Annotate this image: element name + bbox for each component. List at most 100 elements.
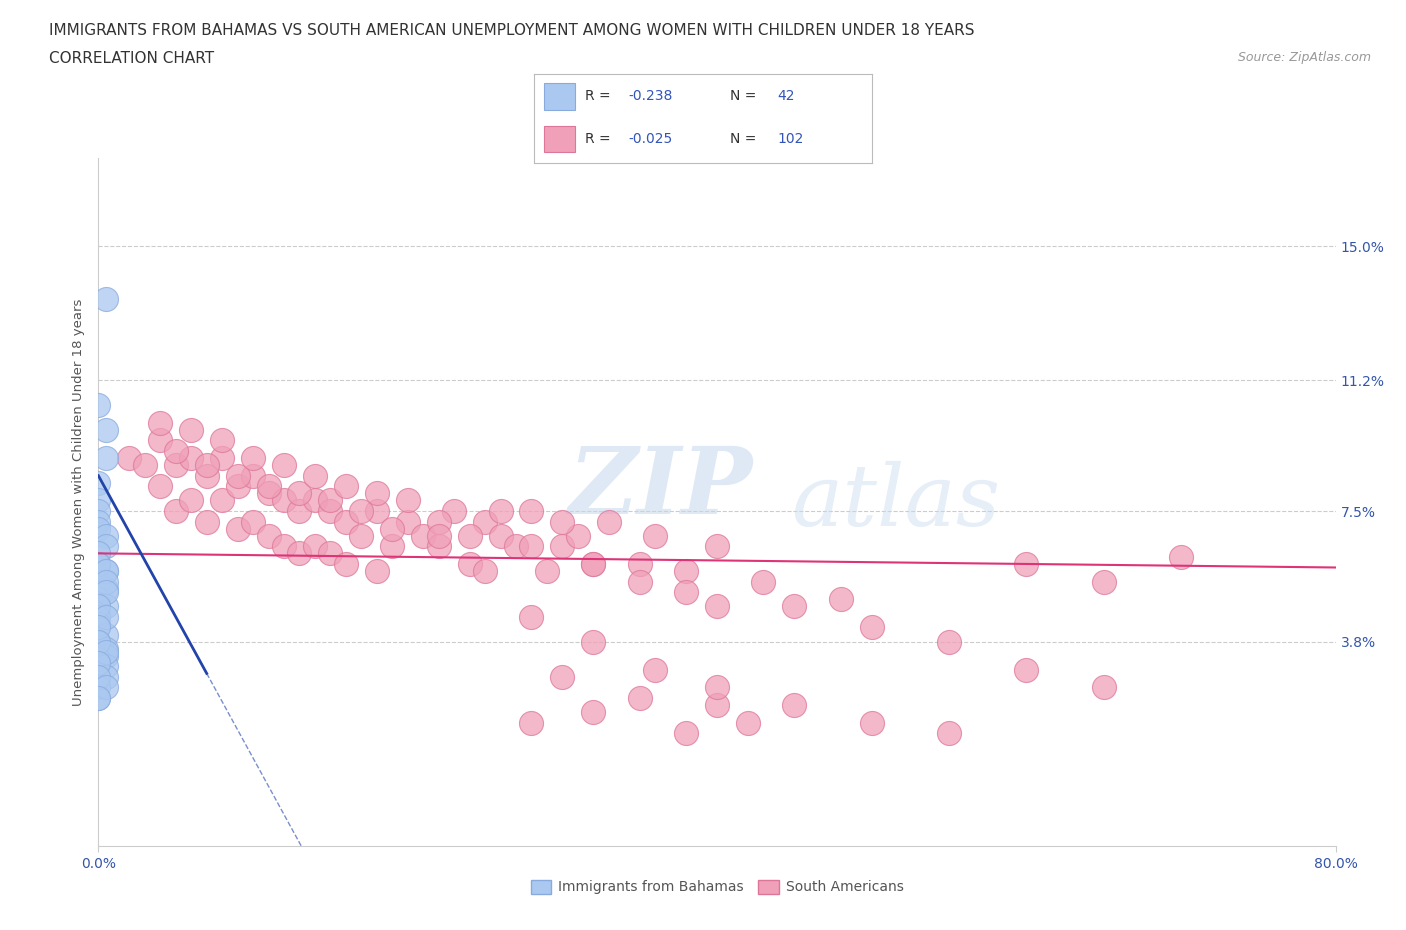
Point	[1092, 680, 1115, 695]
Point	[96, 538, 118, 553]
Point	[195, 458, 218, 472]
Point	[381, 521, 404, 536]
Point	[242, 469, 264, 484]
Point	[458, 528, 481, 543]
Point	[134, 458, 156, 472]
Point	[87, 503, 110, 518]
Point	[96, 680, 118, 695]
Text: IMMIGRANTS FROM BAHAMAS VS SOUTH AMERICAN UNEMPLOYMENT AMONG WOMEN WITH CHILDREN: IMMIGRANTS FROM BAHAMAS VS SOUTH AMERICA…	[49, 23, 974, 38]
Point	[226, 479, 249, 494]
Point	[396, 514, 419, 529]
Point	[211, 451, 233, 466]
Legend: Immigrants from Bahamas, South Americans: Immigrants from Bahamas, South Americans	[523, 872, 911, 901]
Point	[87, 556, 110, 571]
Point	[520, 609, 543, 624]
Point	[180, 422, 202, 437]
Point	[628, 691, 651, 706]
Point	[335, 479, 357, 494]
Text: CORRELATION CHART: CORRELATION CHART	[49, 51, 214, 66]
Point	[675, 564, 697, 578]
Point	[149, 479, 172, 494]
Point	[551, 670, 574, 684]
Point	[288, 503, 311, 518]
Point	[96, 574, 118, 589]
Point	[520, 503, 543, 518]
Point	[211, 433, 233, 448]
Point	[96, 422, 118, 437]
Point	[582, 556, 605, 571]
Point	[87, 691, 110, 706]
Point	[87, 398, 110, 413]
Point	[96, 670, 118, 684]
FancyBboxPatch shape	[544, 126, 575, 153]
Point	[96, 627, 118, 642]
Text: -0.025: -0.025	[628, 132, 673, 146]
Point	[737, 715, 759, 730]
Point	[706, 599, 728, 614]
Point	[87, 475, 110, 490]
Point	[567, 528, 589, 543]
Point	[582, 634, 605, 649]
Point	[427, 538, 450, 553]
Point	[87, 599, 110, 614]
Point	[427, 514, 450, 529]
Point	[96, 564, 118, 578]
Point	[257, 528, 280, 543]
Point	[87, 620, 110, 635]
Point	[87, 556, 110, 571]
Point	[458, 556, 481, 571]
Point	[304, 469, 326, 484]
Point	[96, 528, 118, 543]
Point	[165, 458, 187, 472]
Text: -0.238: -0.238	[628, 89, 673, 103]
Point	[783, 599, 806, 614]
Point	[938, 634, 960, 649]
Point	[96, 609, 118, 624]
Point	[87, 656, 110, 671]
Point	[335, 556, 357, 571]
Point	[242, 514, 264, 529]
Point	[87, 652, 110, 667]
Point	[396, 493, 419, 508]
Point	[149, 433, 172, 448]
Point	[860, 715, 883, 730]
Point	[335, 514, 357, 529]
Text: 102: 102	[778, 132, 804, 146]
Point	[87, 670, 110, 684]
Point	[165, 444, 187, 458]
Point	[1015, 556, 1038, 571]
Point	[96, 292, 118, 307]
Point	[96, 599, 118, 614]
Point	[350, 528, 373, 543]
Point	[87, 617, 110, 631]
Text: ZIP: ZIP	[568, 444, 752, 534]
Point	[706, 680, 728, 695]
Point	[675, 585, 697, 600]
Point	[350, 503, 373, 518]
Point	[288, 486, 311, 501]
Point	[783, 698, 806, 712]
Point	[628, 574, 651, 589]
Point	[489, 528, 512, 543]
Point	[96, 644, 118, 659]
Point	[489, 503, 512, 518]
Point	[96, 585, 118, 600]
Point	[443, 503, 465, 518]
Y-axis label: Unemployment Among Women with Children Under 18 years: Unemployment Among Women with Children U…	[72, 299, 86, 706]
Text: 42: 42	[778, 89, 794, 103]
Point	[319, 493, 342, 508]
Point	[1170, 550, 1192, 565]
Point	[87, 691, 110, 706]
Point	[366, 503, 388, 518]
Point	[474, 514, 496, 529]
Text: R =: R =	[585, 89, 614, 103]
Text: N =: N =	[730, 132, 761, 146]
Point	[427, 528, 450, 543]
Point	[598, 514, 620, 529]
Point	[96, 564, 118, 578]
Point	[675, 726, 697, 741]
Point	[87, 634, 110, 649]
Point	[938, 726, 960, 741]
Point	[319, 503, 342, 518]
Point	[180, 451, 202, 466]
